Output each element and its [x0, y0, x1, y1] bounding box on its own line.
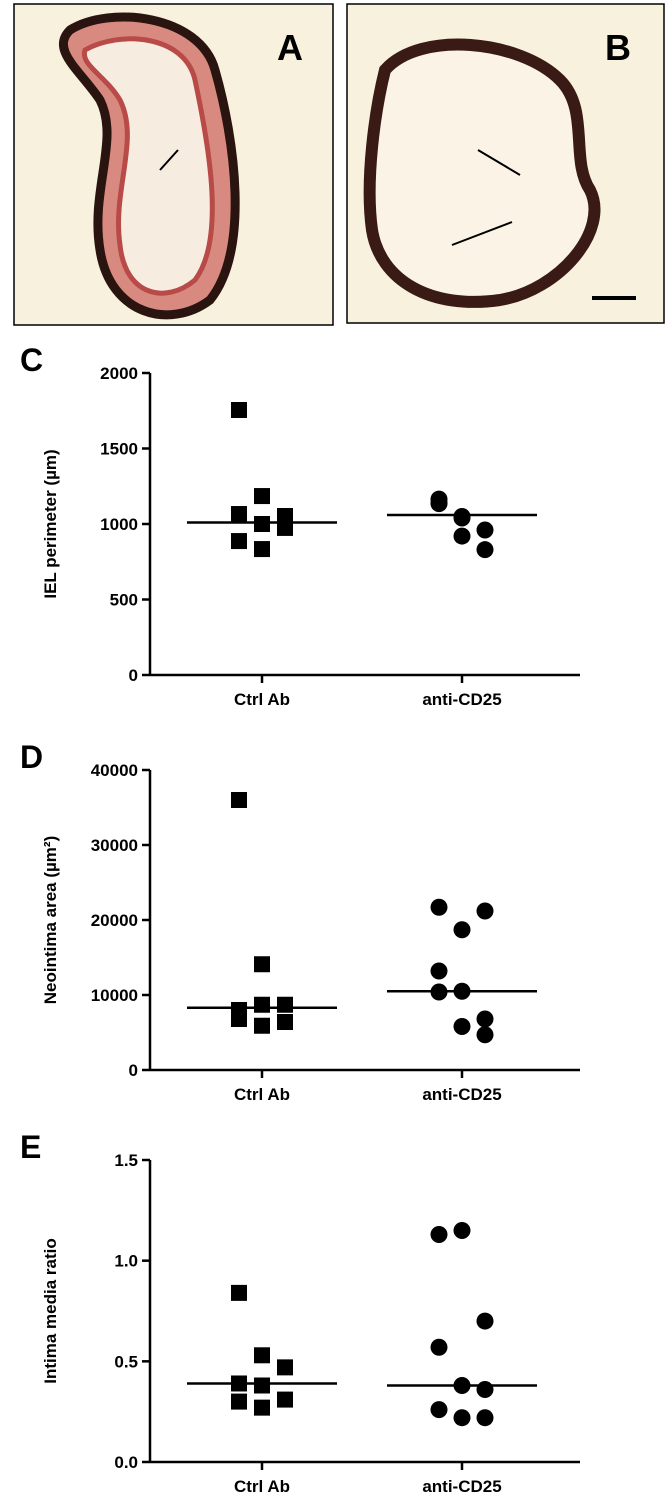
data-point [254, 956, 270, 973]
data-point [430, 1225, 448, 1243]
micrograph-b: B [346, 3, 665, 324]
arrow [477, 149, 521, 176]
data-point [476, 902, 494, 920]
data-point [430, 962, 448, 980]
x-tick-label: Ctrl Ab [234, 1085, 290, 1104]
data-point [453, 509, 471, 527]
data-point [254, 488, 270, 505]
y-tick-label: 2000 [100, 364, 138, 383]
data-point [430, 1338, 448, 1356]
x-tick-label: anti-CD25 [422, 1085, 501, 1104]
data-point [430, 1401, 448, 1419]
x-tick-label: anti-CD25 [422, 690, 501, 709]
data-point [476, 1026, 494, 1044]
y-tick-label: 0.5 [114, 1352, 138, 1371]
y-tick-label: 500 [110, 591, 138, 610]
y-tick-label: 1.5 [114, 1151, 138, 1170]
data-point [231, 533, 247, 550]
y-tick-label: 0.0 [114, 1453, 138, 1472]
data-point [254, 1347, 270, 1364]
y-axis-label: IEL perimeter (µm) [41, 449, 60, 598]
panel-label: E [20, 1129, 41, 1165]
y-tick-label: 1500 [100, 440, 138, 459]
panel-label: D [20, 739, 43, 775]
y-tick-label: 30000 [91, 836, 138, 855]
data-point [430, 494, 448, 512]
micrograph-a: A [13, 3, 334, 326]
data-point [277, 996, 293, 1013]
data-point [453, 1221, 471, 1239]
y-tick-label: 0 [129, 1061, 138, 1080]
data-point [231, 1284, 247, 1301]
data-point [453, 1409, 471, 1427]
data-point [277, 1014, 293, 1030]
data-point [231, 1002, 247, 1018]
data-point [277, 519, 293, 536]
data-point [254, 1017, 270, 1034]
data-point [453, 527, 471, 545]
y-axis-label: Intima media ratio [41, 1238, 60, 1383]
data-point [254, 1399, 270, 1416]
arrow [451, 221, 513, 246]
arrow [159, 149, 179, 171]
data-point [476, 1381, 494, 1399]
y-tick-label: 1000 [100, 515, 138, 534]
data-point [430, 898, 448, 916]
data-point [476, 521, 494, 539]
y-tick-label: 10000 [91, 986, 138, 1005]
data-point [277, 1391, 293, 1408]
data-point [254, 1377, 270, 1394]
y-axis-label: Neointima area (µm²) [41, 836, 60, 1005]
y-tick-label: 0 [129, 666, 138, 685]
data-point [277, 1359, 293, 1376]
x-tick-label: Ctrl Ab [234, 1477, 290, 1496]
x-tick-label: Ctrl Ab [234, 690, 290, 709]
y-tick-label: 40000 [91, 761, 138, 780]
data-point [231, 1393, 247, 1410]
data-point [476, 541, 494, 559]
y-tick-label: 1.0 [114, 1252, 138, 1271]
panel-label: C [20, 342, 43, 378]
data-point [254, 541, 270, 558]
data-point [231, 506, 247, 523]
y-tick-label: 20000 [91, 911, 138, 930]
data-point [476, 1010, 494, 1028]
data-point [254, 996, 270, 1013]
data-point [476, 1312, 494, 1330]
panel-label: B [605, 27, 631, 68]
panel-label: A [277, 27, 303, 68]
data-point [453, 1018, 471, 1035]
data-point [231, 401, 247, 418]
data-point [231, 792, 247, 808]
data-point [453, 921, 471, 939]
data-point [254, 516, 270, 532]
data-point [476, 1409, 494, 1427]
x-tick-label: anti-CD25 [422, 1477, 501, 1496]
